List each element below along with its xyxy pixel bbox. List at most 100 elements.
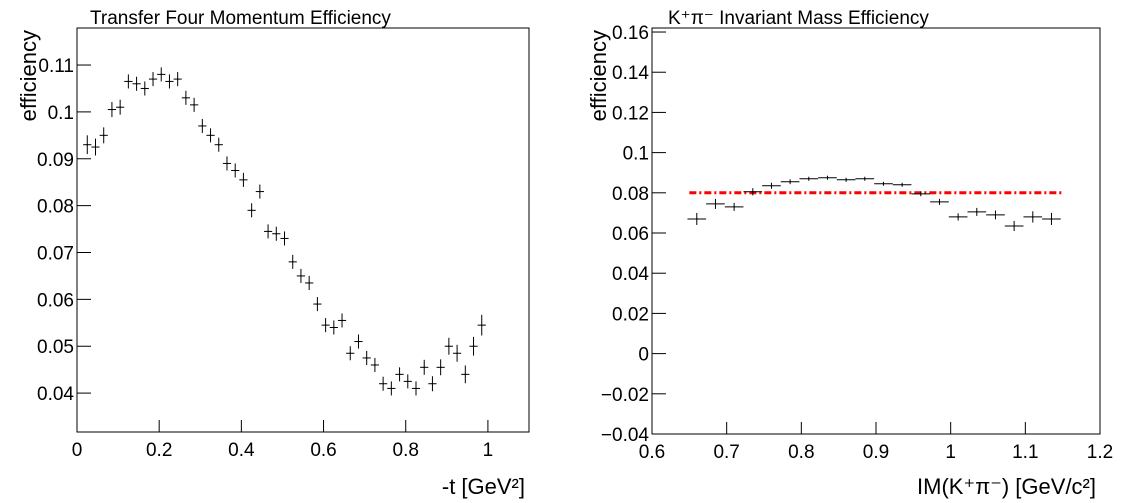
plot-frame [651,27,1101,435]
chart-title: Transfer Four Momentum Efficiency [90,8,391,29]
data-point [714,203,717,205]
data-point [127,80,130,83]
x-tick-label: 0.4 [228,440,255,461]
data-point [217,143,220,146]
y-tick-label: 0.05 [37,337,74,358]
data-point [242,179,245,181]
x-tick-label: 0.8 [393,440,419,461]
data-point [390,387,393,390]
data-point [789,180,791,183]
data-point [406,380,409,383]
y-axis-label: efficiency [16,30,41,121]
data-point [185,97,187,99]
y-tick-label: 0.08 [612,184,649,205]
data-point [300,275,302,277]
data-point [882,182,885,185]
data-point [341,319,343,322]
data-point [976,211,978,213]
x-tick-label: 0.6 [639,442,665,463]
data-point [752,191,754,193]
data-point [957,216,959,218]
data-point [250,209,253,212]
x-axis-label: -t [GeV²] [442,474,525,499]
data-point [415,387,417,390]
y-tick-label: 0.16 [612,23,649,44]
data-point [696,218,698,220]
data-point [480,324,483,326]
data-point [808,177,810,180]
data-point [1050,218,1053,220]
y-tick-label: 0.09 [37,150,74,171]
data-point [1013,225,1015,227]
y-tick-label: 0.04 [612,264,649,285]
data-point [275,232,278,235]
x-tick-label: 0.6 [310,440,336,461]
data-point [201,125,204,127]
data-point [324,324,327,326]
data-point [365,357,368,359]
data-point [193,104,195,106]
y-tick-label: 0.14 [612,63,649,84]
data-point [152,78,154,80]
y-tick-label: −0.04 [601,425,650,446]
data-point [259,190,261,193]
y-tick-label: 0.08 [37,197,74,218]
data-point [267,230,269,233]
data-point [901,183,903,186]
data-point [102,134,105,137]
data-point [357,340,360,343]
y-tick-label: 0.11 [38,56,74,77]
data-point [920,193,922,195]
data-point [826,176,829,179]
data-point [439,366,442,369]
data-point [283,237,286,240]
data-point [864,177,866,180]
data-point [209,134,212,137]
x-tick-label: 0.8 [788,442,814,463]
x-tick-label: 0 [72,440,83,461]
data-point [119,106,121,109]
data-point [398,373,401,376]
data-point [382,382,384,385]
data-point [733,206,735,208]
y-tick-label: 0.02 [612,304,649,325]
y-tick-label: 0.04 [37,384,74,405]
data-point [291,261,294,263]
x-tick-label: 0.9 [863,442,889,463]
data-point [168,80,171,83]
y-axis-label: efficiency [586,30,611,121]
data-point [431,382,434,385]
data-point [423,366,426,369]
x-tick-label: 1.2 [1087,442,1113,463]
data-point [234,169,236,172]
x-tick-label: 0.2 [146,440,172,461]
data-point [160,73,163,76]
data-point [448,345,450,348]
y-tick-label: 0.07 [37,243,74,264]
data-point [472,345,475,348]
y-tick-label: 0.1 [623,144,649,165]
data-point [845,178,847,181]
y-tick-label: 0.1 [48,103,74,124]
data-point [333,326,335,329]
y-tick-label: 0.06 [37,290,74,311]
data-point [464,373,467,376]
data-point [1032,216,1034,218]
data-point [456,352,458,355]
x-tick-label: 1.1 [1012,442,1038,463]
data-point [770,184,773,187]
x-tick-label: 1 [945,442,956,463]
chart-title: K⁺π⁻ Invariant Mass Efficiency [668,8,929,29]
data-point [176,78,179,80]
data-point [349,352,352,355]
data-point [994,214,997,216]
y-tick-label: 0.12 [612,103,649,124]
data-point [374,364,376,366]
data-point [308,282,310,284]
data-point [144,87,146,90]
data-point [86,143,89,146]
data-point [316,303,319,305]
y-tick-label: −0.02 [601,385,649,406]
plot-frame [76,27,530,433]
